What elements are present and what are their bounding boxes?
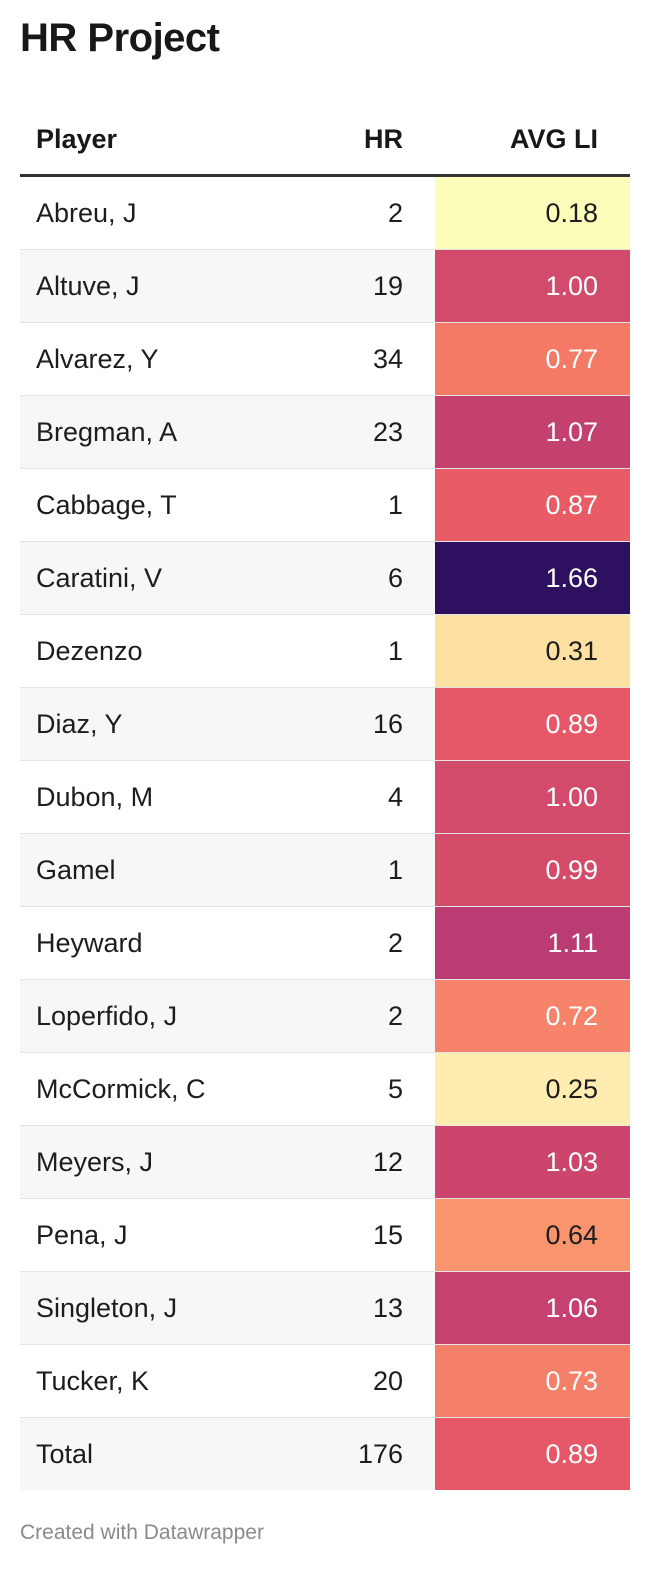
player-cell: Total — [20, 1417, 293, 1490]
player-cell: Tucker, K — [20, 1344, 293, 1418]
hr-cell: 15 — [293, 1198, 435, 1272]
hr-cell: 176 — [293, 1417, 435, 1490]
avg-li-cell: 1.03 — [435, 1125, 630, 1199]
avg-li-cell: 0.72 — [435, 979, 630, 1053]
table-row: Dubon, M 4 1.00 — [20, 760, 630, 834]
avg-li-cell: 1.00 — [435, 760, 630, 834]
column-header-hr[interactable]: HR — [293, 104, 435, 177]
table-row: Tucker, K 20 0.73 — [20, 1344, 630, 1418]
table-body: Abreu, J 2 0.18 Altuve, J 19 1.00 Alvarez, Y 34… — [20, 175, 630, 1490]
column-header-avg-li[interactable]: AVG LI — [435, 104, 630, 177]
player-cell: Alvarez, Y — [20, 322, 293, 396]
avg-li-cell: 0.31 — [435, 614, 630, 688]
hr-cell: 1 — [293, 833, 435, 907]
table-row: Meyers, J 12 1.03 — [20, 1125, 630, 1199]
avg-li-cell: 1.00 — [435, 249, 630, 323]
hr-cell: 23 — [293, 395, 435, 469]
hr-cell: 2 — [293, 906, 435, 980]
table-row: Cabbage, T 1 0.87 — [20, 468, 630, 542]
table-row: Gamel 1 0.99 — [20, 833, 630, 907]
page-title: HR Project — [20, 16, 220, 60]
table-row: Loperfido, J 2 0.72 — [20, 979, 630, 1053]
table-row: Bregman, A 23 1.07 — [20, 395, 630, 469]
player-cell: Singleton, J — [20, 1271, 293, 1345]
table-row: Singleton, J 13 1.06 — [20, 1271, 630, 1345]
player-cell: Caratini, V — [20, 541, 293, 615]
table-row: McCormick, C 5 0.25 — [20, 1052, 630, 1126]
avg-li-cell: 0.99 — [435, 833, 630, 907]
footer-credit: Created with Datawrapper — [20, 1521, 264, 1544]
hr-cell: 12 — [293, 1125, 435, 1199]
avg-li-cell: 1.11 — [435, 906, 630, 980]
player-cell: Gamel — [20, 833, 293, 907]
player-cell: Diaz, Y — [20, 687, 293, 761]
avg-li-cell: 0.89 — [435, 1417, 630, 1490]
player-cell: Altuve, J — [20, 249, 293, 323]
player-cell: Cabbage, T — [20, 468, 293, 542]
avg-li-cell: 0.89 — [435, 687, 630, 761]
avg-li-cell: 1.06 — [435, 1271, 630, 1345]
table-row: Dezenzo 1 0.31 — [20, 614, 630, 688]
header-row: Player HR AVG LI — [20, 104, 630, 177]
hr-cell: 1 — [293, 614, 435, 688]
hr-cell: 4 — [293, 760, 435, 834]
player-cell: Pena, J — [20, 1198, 293, 1272]
hr-cell: 2 — [293, 175, 435, 250]
hr-cell: 1 — [293, 468, 435, 542]
player-cell: Bregman, A — [20, 395, 293, 469]
avg-li-cell: 1.66 — [435, 541, 630, 615]
table-row: Alvarez, Y 34 0.77 — [20, 322, 630, 396]
hr-cell: 5 — [293, 1052, 435, 1126]
avg-li-cell: 0.18 — [435, 175, 630, 250]
table-row: Diaz, Y 16 0.89 — [20, 687, 630, 761]
hr-cell: 20 — [293, 1344, 435, 1418]
table-row: Altuve, J 19 1.00 — [20, 249, 630, 323]
player-cell: Loperfido, J — [20, 979, 293, 1053]
table-row: Pena, J 15 0.64 — [20, 1198, 630, 1272]
avg-li-cell: 0.73 — [435, 1344, 630, 1418]
player-cell: McCormick, C — [20, 1052, 293, 1126]
table-row: Caratini, V 6 1.66 — [20, 541, 630, 615]
player-cell: Dubon, M — [20, 760, 293, 834]
player-cell: Abreu, J — [20, 175, 293, 250]
table-row: Abreu, J 2 0.18 — [20, 175, 630, 250]
avg-li-cell: 1.07 — [435, 395, 630, 469]
player-cell: Heyward — [20, 906, 293, 980]
table-row: Total 176 0.89 — [20, 1417, 630, 1490]
column-header-player[interactable]: Player — [20, 104, 293, 177]
player-cell: Dezenzo — [20, 614, 293, 688]
player-cell: Meyers, J — [20, 1125, 293, 1199]
hr-cell: 16 — [293, 687, 435, 761]
table-row: Heyward 2 1.11 — [20, 906, 630, 980]
hr-cell: 34 — [293, 322, 435, 396]
hr-cell: 6 — [293, 541, 435, 615]
avg-li-cell: 0.77 — [435, 322, 630, 396]
hr-cell: 13 — [293, 1271, 435, 1345]
avg-li-cell: 0.64 — [435, 1198, 630, 1272]
hr-cell: 19 — [293, 249, 435, 323]
avg-li-cell: 0.87 — [435, 468, 630, 542]
hr-cell: 2 — [293, 979, 435, 1053]
avg-li-cell: 0.25 — [435, 1052, 630, 1126]
